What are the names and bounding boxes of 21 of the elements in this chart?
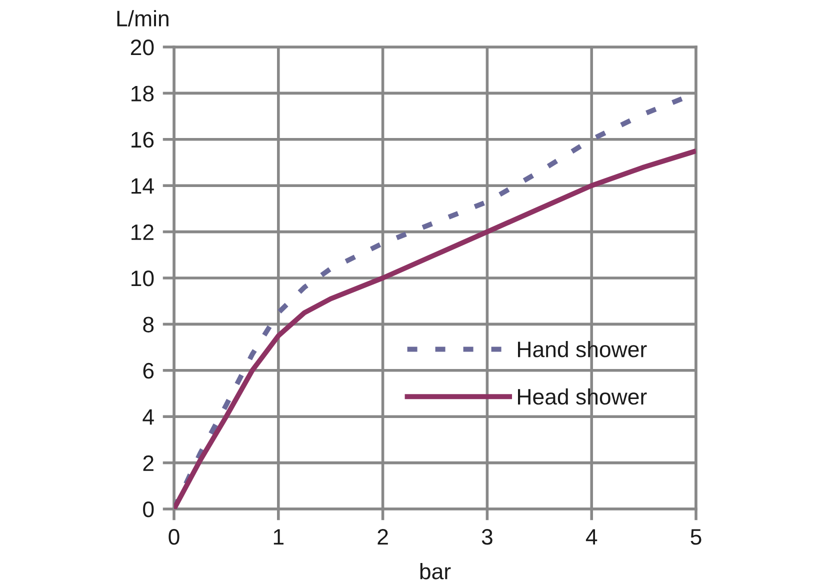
y-tick-label: 12: [132, 224, 154, 240]
x-axis-title: bar: [420, 563, 451, 580]
x-tick-label: 3: [482, 529, 492, 545]
y-tick-label: 6: [143, 362, 154, 379]
legend-label: Head shower: [518, 388, 647, 405]
y-tick-label: 8: [143, 316, 154, 332]
y-tick-label: 16: [132, 132, 154, 148]
y-tick-label: 14: [132, 178, 154, 194]
y-tick-label: 2: [143, 455, 154, 471]
legend-label: Hand shower: [518, 340, 647, 358]
y-axis-title: L/min: [117, 10, 168, 26]
y-tick-label: 0: [143, 502, 154, 518]
x-tick-label: 0: [168, 529, 180, 545]
y-tick-label: 20: [130, 40, 154, 56]
x-tick-label: 5: [690, 529, 702, 545]
y-tick-label: 10: [132, 270, 154, 286]
x-tick-label: 4: [586, 529, 598, 545]
x-tick-label: 1: [274, 529, 284, 545]
y-tick-label: 18: [132, 86, 154, 102]
y-tick-label: 4: [142, 409, 154, 425]
x-tick-label: 2: [378, 529, 388, 545]
